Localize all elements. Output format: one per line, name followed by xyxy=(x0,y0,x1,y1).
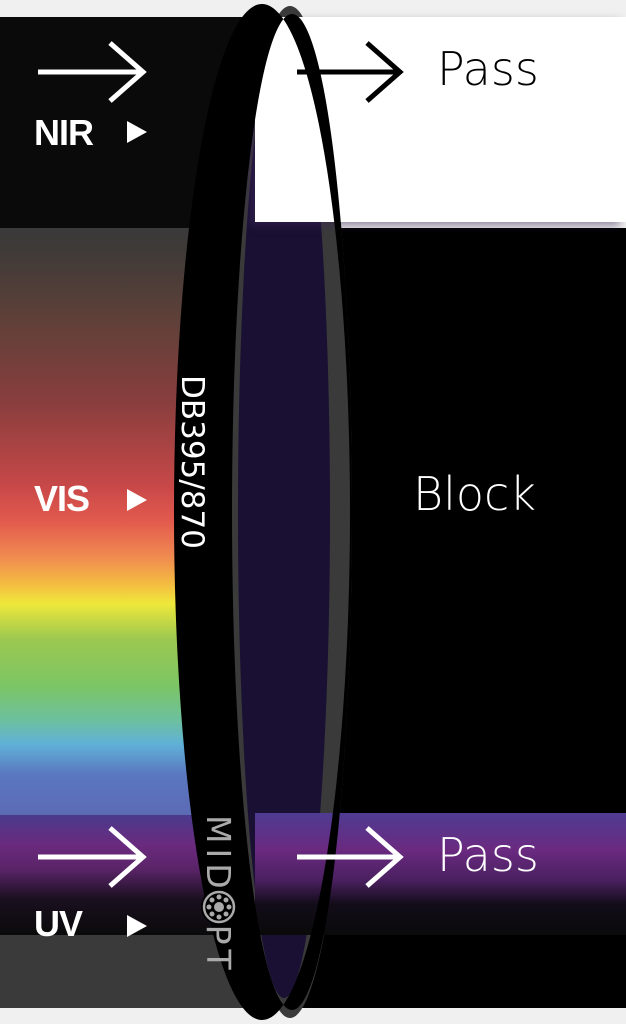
nir-pass-band xyxy=(255,17,626,222)
arrow-right-icon xyxy=(38,41,147,103)
play-triangle-icon xyxy=(127,489,147,511)
filter-model: DB395/870 xyxy=(174,375,210,549)
arrow-right-icon xyxy=(297,826,404,888)
nir-label: NIR xyxy=(34,112,94,153)
vis-label: VIS xyxy=(34,478,90,519)
midopt-logo-icon xyxy=(200,889,237,926)
uv-result: Pass xyxy=(437,828,539,882)
arrow-right-icon xyxy=(297,41,404,103)
play-triangle-icon xyxy=(127,121,147,143)
arrow-right-icon xyxy=(38,826,147,888)
vis-result: Block xyxy=(413,467,536,521)
play-triangle-icon xyxy=(127,915,147,937)
nir-result: Pass xyxy=(437,42,539,96)
uv-label: UV xyxy=(34,903,83,944)
